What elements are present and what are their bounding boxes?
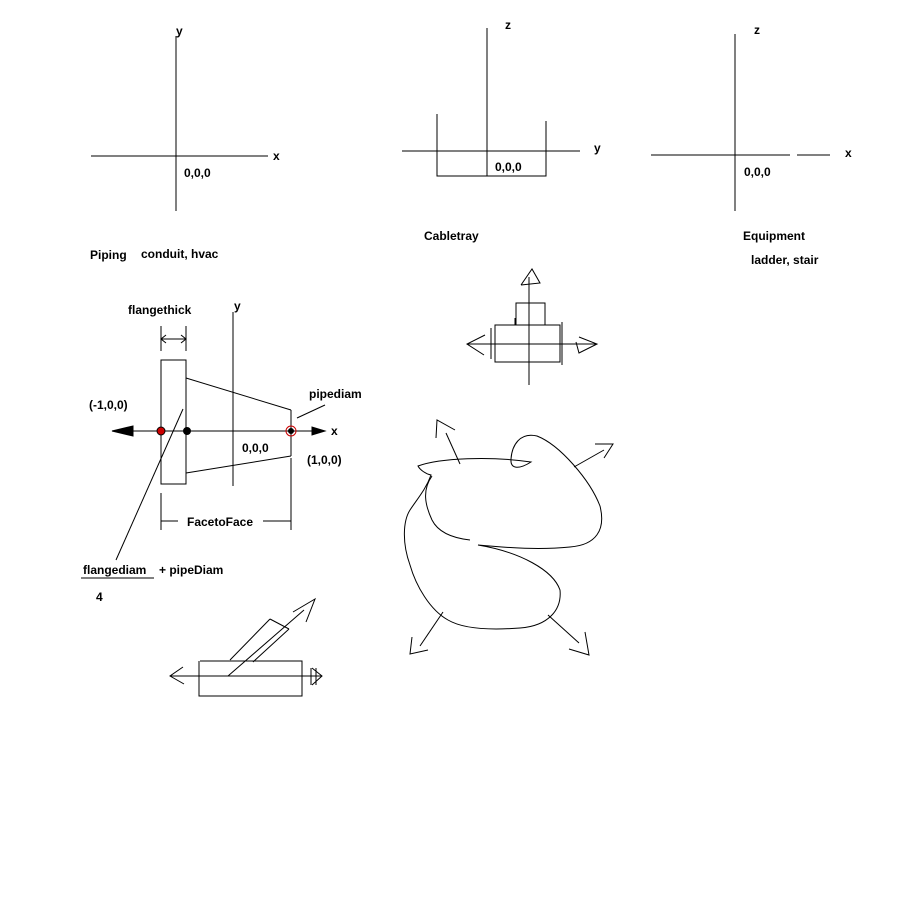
cross-right-arrowhead	[575, 336, 599, 354]
piping-axes	[91, 36, 268, 211]
cross-upper-box	[515, 302, 546, 326]
branch-sketch	[169, 597, 323, 697]
branch-left-arrowhead	[169, 666, 185, 685]
flange-body	[160, 359, 187, 485]
blob-arrow-lower-left-shaft	[419, 611, 444, 647]
blob-arrow-upper-right-head	[595, 443, 614, 459]
equipment-title: Equipment	[743, 229, 805, 243]
port-neg-label: (-1,0,0)	[89, 398, 128, 412]
blob-arrow-lower-right-shaft	[547, 614, 580, 644]
equipment-axes	[651, 34, 830, 211]
branch-pipe-body	[198, 660, 303, 697]
cabletray-origin-label: 0,0,0	[495, 160, 522, 174]
cabletray-title: Cabletray	[424, 229, 479, 243]
port-pos-label: (1,0,0)	[307, 453, 342, 467]
equipment-subtitle: ladder, stair	[751, 253, 819, 267]
cabletray-tray-outline	[436, 114, 547, 177]
flange-right-arrowhead	[311, 426, 327, 436]
piping-subtitle: conduit, hvac	[141, 247, 219, 261]
equipment-blob-inner-curve	[425, 475, 471, 541]
formula-numerator: flangediam	[83, 563, 146, 577]
cabletray-z-label: z	[505, 18, 511, 32]
blob-arrow-lower-right-head	[568, 631, 590, 656]
branch-stub-arrowhead	[292, 597, 316, 623]
branch-stub-axis	[227, 609, 305, 677]
reducer-bottom-edge	[185, 455, 292, 474]
blob-arrow-upper-right-shaft	[573, 449, 605, 468]
equipment-blob-outline	[403, 434, 603, 630]
equipment-origin-label: 0,0,0	[744, 165, 771, 179]
flange-center-point	[183, 427, 191, 435]
branch-stub-end	[269, 618, 290, 630]
port-marker-neg-x	[156, 426, 166, 436]
flangethick-arrow-left	[160, 334, 167, 344]
equipment-z-label: z	[754, 23, 760, 37]
flangethick-label: flangethick	[128, 303, 192, 317]
branch-stub-lower	[252, 628, 290, 663]
cross-sketch	[465, 268, 599, 385]
flange-x-label: x	[331, 424, 338, 438]
cabletray-y-label: y	[594, 141, 601, 155]
piping-title: Piping	[90, 248, 127, 262]
blob-arrow-upper-left-head	[435, 419, 456, 439]
flangethick-arrow-right	[180, 334, 187, 344]
blob-arrow-lower-left-head	[409, 636, 429, 655]
cross-lower-box	[494, 324, 561, 363]
branch-stub-upper	[229, 618, 271, 661]
flange-y-label: y	[234, 299, 241, 313]
port-marker-pos-x-ring	[285, 425, 297, 437]
equipment-x-label: x	[845, 146, 852, 160]
piping-x-label: x	[273, 149, 280, 163]
piping-y-label: y	[176, 24, 183, 38]
flangediam-leader	[115, 408, 184, 561]
cross-top-arrowhead	[520, 268, 541, 286]
cross-left-arrowhead	[465, 334, 486, 356]
formula-denominator: 4	[96, 590, 103, 604]
blob-arrow-upper-left-shaft	[445, 432, 461, 465]
facetoface-label: FacetoFace	[187, 515, 253, 529]
flange-left-arrowhead	[111, 425, 134, 437]
reducer-top-edge	[185, 377, 292, 411]
labels: y x 0,0,0 Piping conduit, hvac z y 0,0,0…	[83, 18, 852, 604]
flange-origin-label: 0,0,0	[242, 441, 269, 455]
port-marker-pos-x	[288, 428, 294, 434]
pipediam-label: pipediam	[309, 387, 362, 401]
piping-origin-label: 0,0,0	[184, 166, 211, 180]
equipment-blob-sketch	[403, 419, 614, 656]
formula-plus: + pipeDiam	[159, 563, 223, 577]
branch-right-arrowhead	[311, 667, 323, 686]
cabletray-axes	[402, 28, 580, 177]
flange-diagram	[81, 312, 327, 579]
pipediam-leader	[296, 404, 326, 419]
